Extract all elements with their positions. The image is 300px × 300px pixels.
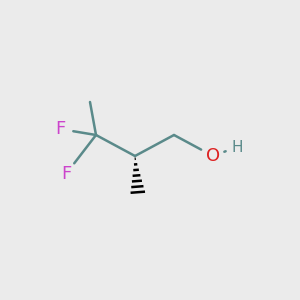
- Text: O: O: [206, 147, 220, 165]
- Text: F: F: [55, 120, 65, 138]
- Text: F: F: [61, 165, 71, 183]
- Text: H: H: [231, 140, 243, 154]
